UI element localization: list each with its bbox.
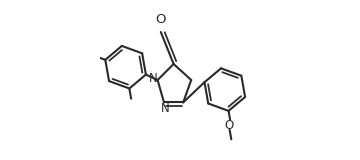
- Text: O: O: [156, 13, 166, 26]
- Text: O: O: [224, 119, 233, 132]
- Text: N: N: [161, 102, 169, 115]
- Text: N: N: [149, 72, 158, 85]
